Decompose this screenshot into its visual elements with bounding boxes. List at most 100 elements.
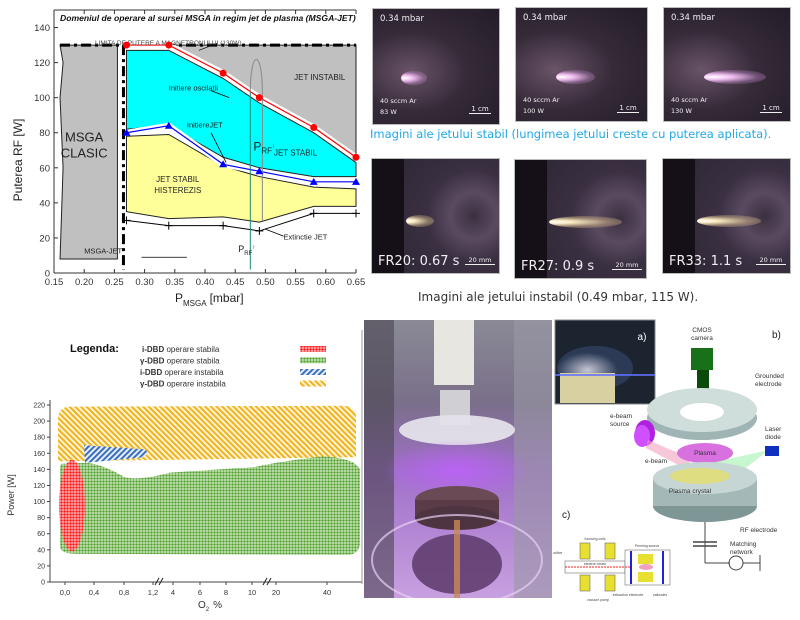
region-i-dbd-unstable — [84, 445, 148, 463]
frame-time-label: FR33: 1.1 s — [669, 254, 743, 269]
y-tick-label: 0 — [41, 580, 45, 587]
dusty-plasma-schematic: a) b) CMOS camera Grounded electrode e-b… — [553, 319, 784, 602]
y-tick-label: 40 — [39, 198, 50, 209]
pressure-label: 0.34 mbar — [523, 13, 568, 23]
x-tick-label: 0.50 — [256, 277, 275, 288]
data-point — [164, 221, 173, 230]
region-label: MSGA — [65, 130, 104, 145]
stable-jet-photo: 0.34 mbar 40 sccm Ar 130 W 1 cm — [663, 7, 791, 122]
c-label: focusing coils — [584, 537, 605, 541]
stable-jet-photo: 0.34 mbar 40 sccm Ar 100 W 1 cm — [515, 7, 648, 122]
x-tick-label: 6 — [198, 588, 202, 597]
prf-label: PRF↑ — [238, 244, 255, 257]
camera-label: camera — [691, 335, 713, 342]
pressure-label: 0.34 mbar — [380, 14, 425, 24]
data-point — [219, 69, 227, 77]
x-tick-label: 4 — [171, 588, 175, 597]
ebeam-source-label: source — [610, 421, 630, 428]
dbd-power-o2-chart: Legenda: i-DBD operare stabila γ-DBD opera… — [6, 330, 363, 613]
y-tick-label: 60 — [37, 531, 45, 538]
data-point — [352, 153, 360, 161]
data-point — [219, 160, 228, 168]
x-tick-label: 0,4 — [89, 588, 99, 597]
scale-bar: 1 cm — [760, 104, 782, 113]
y-tick-label: 80 — [37, 515, 45, 522]
data-point — [164, 121, 173, 129]
power-label: 100 W — [523, 107, 544, 115]
y-axis-label: Power [W] — [6, 474, 16, 516]
y-tick-label: 40 — [37, 547, 45, 554]
plasma-jet — [556, 70, 595, 84]
x-tick-label: 10 — [248, 588, 256, 597]
upper-dielectric-disk — [399, 415, 515, 445]
panel-c-label: c) — [562, 510, 570, 521]
plasma-jet — [549, 216, 622, 228]
prf-label: PRF↓ — [253, 139, 275, 155]
region-msga-clasic — [59, 44, 118, 260]
c-label: vacuum pump — [587, 598, 609, 602]
legend-title: Legenda: — [70, 343, 119, 355]
laser-diode-icon — [765, 446, 779, 456]
region-label: JET STABIL — [274, 149, 318, 158]
series-line-2 — [126, 212, 356, 232]
x-axis-label: O2% — [198, 600, 222, 613]
y-tick-label: 60 — [39, 163, 50, 174]
axis-break-1 — [154, 577, 164, 586]
msga-operating-domain-chart: 0 20 40 60 80 100 120 140 0.15 0.20 0.25 0.30 0.35 0.… — [11, 9, 365, 308]
c-label: orifice — [553, 551, 562, 555]
plasma-jet — [406, 215, 434, 227]
camera-label: CMOS — [692, 327, 712, 334]
flow-label: 40 sccm Ar — [380, 97, 417, 105]
c-label: Penning source — [635, 544, 659, 548]
data-point — [255, 167, 264, 175]
power-label: 130 W — [671, 107, 692, 115]
data-point — [352, 209, 360, 218]
annotation: MSGA-JET — [84, 247, 122, 256]
region-i-dbd-stable — [59, 459, 85, 552]
grounded-label: Grounded — [755, 373, 784, 380]
x-tick-label: 20 — [272, 588, 280, 597]
y-tick-label: 120 — [34, 58, 50, 69]
plasma-jet — [401, 71, 427, 85]
x-tick-label: 0.30 — [135, 277, 154, 288]
y-tick-label: 20 — [39, 233, 50, 244]
rf-electrode-label: RF electrode — [740, 527, 778, 534]
data-point — [309, 177, 318, 185]
flow-label: 40 sccm Ar — [523, 96, 560, 104]
c-label: cathodes — [653, 593, 667, 597]
y-tick-label: 220 — [33, 403, 45, 410]
flow-label: 40 sccm Ar — [671, 96, 708, 104]
y-tick-label: 200 — [33, 419, 45, 426]
stable-jet-photo: 0.34 mbar 40 sccm Ar 83 W 1 cm — [372, 8, 500, 125]
y-tick-label: 100 — [34, 93, 50, 104]
x-tick-label: 0.20 — [75, 277, 94, 288]
unstable-jet-photo: FR20: 0.67 s 20 mm — [371, 158, 500, 274]
x-tick-label: 0.60 — [317, 277, 336, 288]
x-tick-label: 0.25 — [105, 277, 124, 288]
matching-label: network — [730, 549, 754, 556]
y-axis-label: Puterea RF [W] — [11, 119, 25, 202]
y-tick-label: 0 — [45, 269, 50, 280]
x-tick-label: 0.45 — [226, 277, 245, 288]
y-tick-label: 180 — [33, 435, 45, 442]
data-point — [255, 226, 264, 235]
laser-label: diode — [765, 434, 781, 441]
data-point — [122, 128, 131, 136]
region-gamma-dbd-unstable — [58, 405, 356, 462]
unstable-jet-photo: FR33: 1.1 s 20 mm — [662, 158, 791, 274]
ebeam-source-label: e-beam — [610, 413, 632, 420]
legend-entry: i-DBD operare instabila — [140, 368, 224, 377]
ebeam-label: e-beam — [645, 458, 667, 465]
panel-b-label: b) — [772, 330, 781, 341]
y-tick-label: 100 — [33, 499, 45, 506]
chart-title: Domeniul de operare al sursei MSGA in re… — [60, 13, 356, 23]
plasma-jet — [704, 70, 766, 84]
unstable-jet-caption: Imagini ale jetului instabil (0.49 mbar,… — [418, 290, 699, 304]
dbd-reactor-photo — [364, 320, 552, 598]
region-label: CLASIC — [61, 146, 108, 161]
legend-entry: i-DBD operare stabila — [142, 345, 220, 354]
x-tick-label: 0,0 — [60, 588, 70, 597]
data-point — [165, 41, 173, 49]
plasma-jet — [697, 215, 761, 227]
plasma-region — [677, 443, 733, 463]
